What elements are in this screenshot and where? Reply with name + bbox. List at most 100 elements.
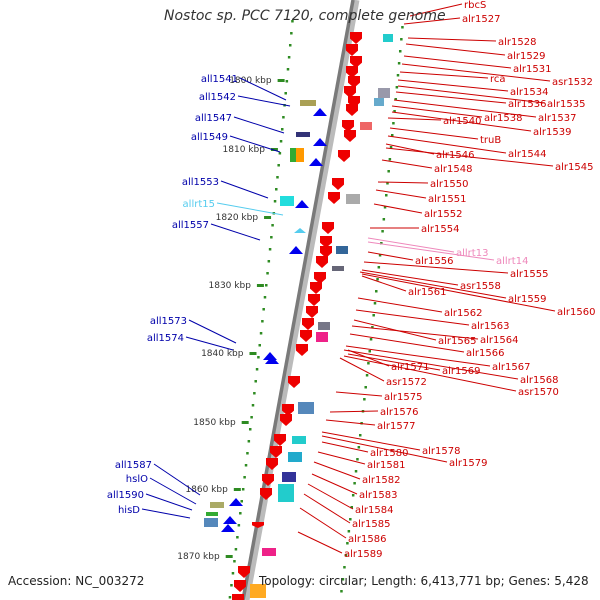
left-dot [255, 368, 259, 371]
scale-label: 1830 kbp [209, 281, 252, 291]
leader-line [317, 451, 366, 465]
forward-gene-arrow [232, 594, 244, 600]
forward-gene-arrow [302, 318, 314, 330]
leader-line [153, 463, 201, 496]
forward-gene-arrow [350, 32, 362, 44]
forward-gene-label: alr1556 [415, 256, 453, 267]
left-dot [236, 536, 239, 539]
reverse-gene-label: all1549 [191, 132, 228, 143]
scale-tick [277, 79, 285, 82]
reverse-gene-arrow [221, 524, 235, 532]
scale-label: 1870 kbp [177, 552, 220, 562]
forward-gene-label: alr1562 [444, 308, 482, 319]
topology-text: Topology: circular; Length: 6,413,771 bp… [259, 574, 589, 588]
forward-gene-arrow [296, 344, 308, 356]
scale-label: 1820 kbp [216, 213, 259, 223]
forward-gene-label: alr1538 [484, 113, 522, 124]
reverse-gene-label: all1553 [182, 177, 219, 188]
forward-gene-arrow [314, 272, 326, 284]
right-dot [356, 458, 359, 461]
forward-gene-label: alr1580 [370, 448, 408, 459]
gene-box [278, 484, 294, 502]
leader-line [407, 37, 497, 42]
leader-line [357, 297, 443, 313]
right-dot [343, 566, 346, 569]
reverse-gene-label: all1542 [199, 92, 236, 103]
gene-box [262, 548, 276, 556]
forward-gene-arrow [348, 76, 360, 88]
scale-tick [270, 148, 278, 151]
leader-line [361, 273, 556, 312]
forward-gene-label: alr1551 [428, 194, 466, 205]
left-dot [267, 260, 271, 263]
forward-gene-label: alr1559 [508, 294, 546, 305]
leader-line [391, 105, 483, 118]
right-dot [400, 38, 403, 41]
leader-line [141, 508, 191, 519]
gene-box [336, 246, 348, 254]
forward-gene-label: alr1577 [377, 421, 415, 432]
leader-line [311, 473, 358, 495]
right-dot [395, 86, 399, 89]
reverse-gene-arrow [313, 138, 327, 146]
leader-line [399, 71, 489, 79]
leader-line [351, 325, 479, 340]
gene-box [210, 502, 224, 508]
right-dot [386, 182, 389, 185]
leader-line [347, 353, 441, 371]
leader-line [373, 203, 423, 214]
forward-gene-label: alr1539 [533, 127, 571, 138]
right-dot [357, 446, 361, 449]
left-dot [239, 512, 242, 515]
right-dot [381, 230, 384, 233]
left-dot [263, 296, 267, 299]
forward-gene-label: alr1528 [498, 37, 536, 48]
scale-label: 1860 kbp [185, 485, 228, 495]
left-dot [290, 32, 293, 35]
left-dot [259, 332, 263, 335]
right-dot [349, 518, 352, 521]
forward-gene-arrow [346, 44, 358, 56]
scale-tick [241, 421, 249, 424]
reverse-gene-arrow [313, 108, 327, 116]
forward-gene-label: alr1589 [344, 549, 382, 560]
leader-line [329, 410, 379, 413]
forward-gene-label: alr1576 [380, 407, 418, 418]
right-dot [354, 470, 358, 473]
left-dot [265, 284, 268, 287]
forward-gene-arrow [332, 178, 344, 190]
forward-gene-arrow [270, 446, 282, 458]
forward-gene-arrow [322, 222, 334, 234]
reverse-gene-label: all1587 [115, 460, 152, 471]
left-dot [277, 164, 280, 167]
leader-line [349, 333, 465, 353]
right-dot [376, 278, 379, 281]
forward-gene-arrow [306, 306, 318, 318]
left-dot [262, 308, 265, 311]
gene-box [292, 436, 306, 444]
leader-line [397, 79, 509, 92]
forward-gene-label: alr1535 [547, 99, 585, 110]
leader-line [393, 99, 537, 118]
right-dot [389, 146, 393, 149]
forward-gene-label: alr1579 [449, 458, 487, 469]
left-dot [261, 320, 264, 323]
left-dot [284, 92, 287, 95]
leader-line [321, 431, 421, 451]
leader-line [299, 507, 347, 539]
left-dot [266, 272, 269, 275]
forward-gene-label: alr1545 [555, 162, 593, 173]
leader-line [359, 271, 507, 299]
forward-gene-arrow [328, 192, 340, 204]
left-dot [230, 584, 233, 587]
right-dot [341, 578, 345, 581]
forward-gene-arrow [252, 522, 264, 528]
forward-gene-arrow [308, 294, 320, 306]
forward-gene-label: alr1563 [471, 321, 509, 332]
right-dot [363, 398, 366, 401]
leader-line [325, 419, 376, 426]
forward-gene-label: alr1546 [436, 150, 474, 161]
gene-box [346, 194, 360, 204]
leader-line [367, 241, 495, 261]
left-dot [228, 596, 232, 599]
